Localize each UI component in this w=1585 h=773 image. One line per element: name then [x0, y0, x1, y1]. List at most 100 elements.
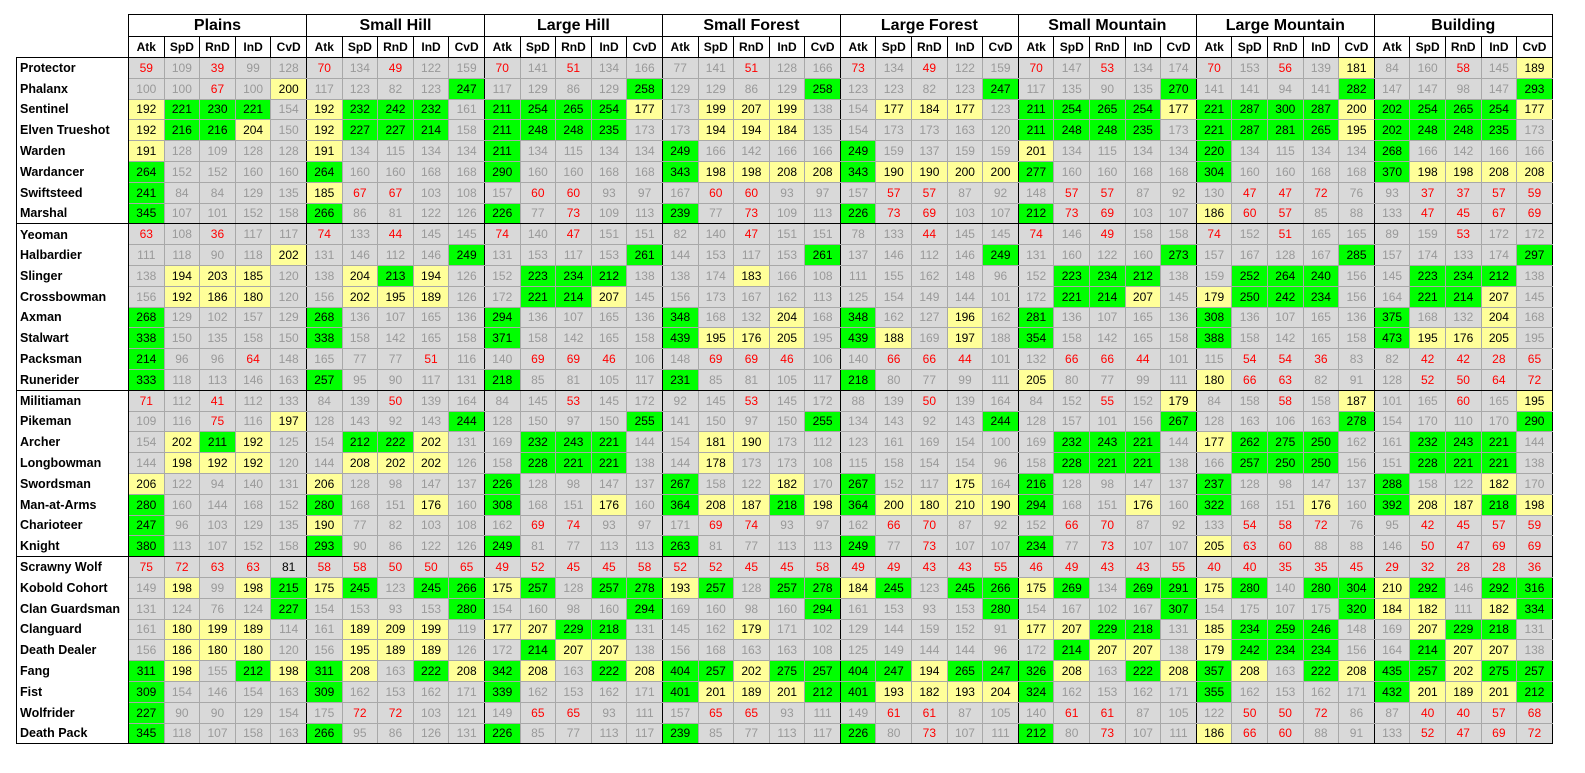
stat-cell: 208 — [341, 452, 379, 474]
stat-cell: 218 — [590, 618, 628, 641]
stat-cell: 166 — [1195, 452, 1233, 474]
stat-cell: 203 — [199, 264, 236, 287]
stat-cell: 166 — [1480, 140, 1518, 162]
stat-cell: 171 — [626, 680, 663, 703]
stat-cell: 226 — [839, 722, 877, 745]
stat-cell: 202 — [1444, 660, 1482, 682]
stat-cell: 240 — [1302, 264, 1340, 287]
unit-name: Warden — [16, 140, 129, 162]
stat-cell: 175 — [1302, 597, 1340, 620]
stat-cell: 69 — [697, 514, 735, 537]
stat-cell: 82 — [911, 77, 948, 100]
stat-cell: 132 — [733, 306, 770, 329]
stat-cell: 218 — [483, 368, 521, 391]
stat-cell: 221 — [1195, 119, 1233, 142]
stat-cell: 134 — [412, 140, 450, 162]
stat-cell: 175 — [1231, 597, 1268, 620]
stat-cell: 99 — [1124, 368, 1162, 391]
stat-cell: 158 — [1409, 472, 1446, 495]
stat-cell: 343 — [839, 160, 877, 183]
stat-cell: 98 — [1444, 77, 1482, 100]
stat-cell: 128 — [270, 57, 307, 79]
stat-cell: 133 — [341, 223, 379, 246]
stat-cell: 167 — [1302, 244, 1340, 266]
stat-cell: 123 — [377, 576, 414, 599]
stat-cell: 207 — [1124, 639, 1162, 662]
stat-cell: 73 — [839, 57, 877, 79]
stat-cell: 198 — [1409, 160, 1446, 183]
stat-cell: 122 — [412, 202, 450, 225]
stat-cell: 261 — [804, 244, 841, 266]
stat-cell: 87 — [946, 514, 984, 537]
stat-cell: 168 — [697, 639, 735, 662]
stat-cell: 40 — [1409, 701, 1446, 724]
stat-cell: 69 — [1516, 535, 1553, 558]
stat-cell: 208 — [341, 660, 379, 682]
stat-cell: 184 — [911, 98, 948, 121]
stat-cell: 57 — [1089, 181, 1126, 204]
stat-cell: 123 — [946, 77, 984, 100]
stat-cell: 97 — [626, 514, 663, 537]
stat-cell: 177 — [483, 618, 521, 641]
stat-cell: 147 — [1124, 472, 1162, 495]
stat-cell: 227 — [128, 701, 165, 724]
stat-cell: 176 — [590, 493, 628, 516]
stat-cell: 111 — [982, 368, 1019, 391]
stat-cell: 179 — [1195, 285, 1233, 308]
stat-cell: 221 — [1124, 431, 1162, 454]
stat-cell: 53 — [1089, 57, 1126, 79]
stat-cell: 222 — [412, 660, 450, 682]
stat-cell: 63 — [199, 556, 236, 578]
stat-cell: 147 — [590, 472, 628, 495]
stat-header: CvD — [626, 36, 663, 58]
stat-cell: 36 — [1302, 348, 1340, 370]
stat-cell: 168 — [1302, 160, 1340, 183]
stat-header: SpD — [1409, 36, 1446, 58]
stat-cell: 150 — [163, 327, 201, 350]
stat-cell: 82 — [661, 223, 699, 246]
stat-cell: 107 — [555, 306, 592, 329]
stat-header: Atk — [661, 36, 699, 58]
stat-cell: 250 — [1302, 452, 1340, 474]
stat-cell: 221 — [1053, 285, 1091, 308]
stat-cell: 186 — [163, 639, 201, 662]
unit-name: Halbardier — [16, 244, 129, 266]
stat-cell: 111 — [839, 264, 877, 287]
stat-cell: 167 — [733, 285, 770, 308]
stat-cell: 101 — [1160, 348, 1197, 370]
stat-cell: 160 — [1231, 160, 1268, 183]
stat-cell: 161 — [448, 98, 485, 121]
stat-cell: 172 — [804, 389, 841, 412]
stat-cell: 278 — [804, 576, 841, 599]
stat-cell: 46 — [1017, 556, 1055, 578]
stat-cell: 439 — [839, 327, 877, 350]
stat-cell: 81 — [377, 202, 414, 225]
stat-cell: 49 — [377, 57, 414, 79]
stat-cell: 168 — [1053, 493, 1091, 516]
stat-cell: 74 — [483, 223, 521, 246]
stat-cell: 156 — [305, 285, 343, 308]
header-corner — [16, 14, 129, 58]
stat-cell: 290 — [1516, 410, 1553, 433]
stat-cell: 135 — [1053, 77, 1091, 100]
stat-cell: 111 — [1160, 368, 1197, 391]
stat-cell: 108 — [448, 181, 485, 204]
stat-cell: 69 — [911, 202, 948, 225]
stat-cell: 237 — [1195, 472, 1233, 495]
stat-cell: 187 — [1338, 389, 1375, 412]
stat-cell: 234 — [1231, 618, 1268, 641]
stat-cell: 84 — [163, 181, 201, 204]
stat-cell: 207 — [555, 639, 592, 662]
stat-cell: 179 — [733, 618, 770, 641]
stat-cell: 248 — [1409, 119, 1446, 142]
stat-cell: 92 — [1160, 514, 1197, 537]
stat-cell: 126 — [448, 285, 485, 308]
stat-cell: 40 — [1231, 556, 1268, 578]
unit-name: Charioteer — [16, 515, 129, 536]
table-row: Packsman 214 96 96 64 148 165 77 77 51 116 140 69 69 4… — [16, 348, 1553, 370]
stat-cell: 154 — [946, 452, 984, 474]
stat-cell: 63 — [1267, 368, 1304, 391]
stat-cell: 152 — [1124, 389, 1162, 412]
stat-cell: 170 — [804, 472, 841, 495]
stat-cell: 77 — [555, 722, 592, 745]
